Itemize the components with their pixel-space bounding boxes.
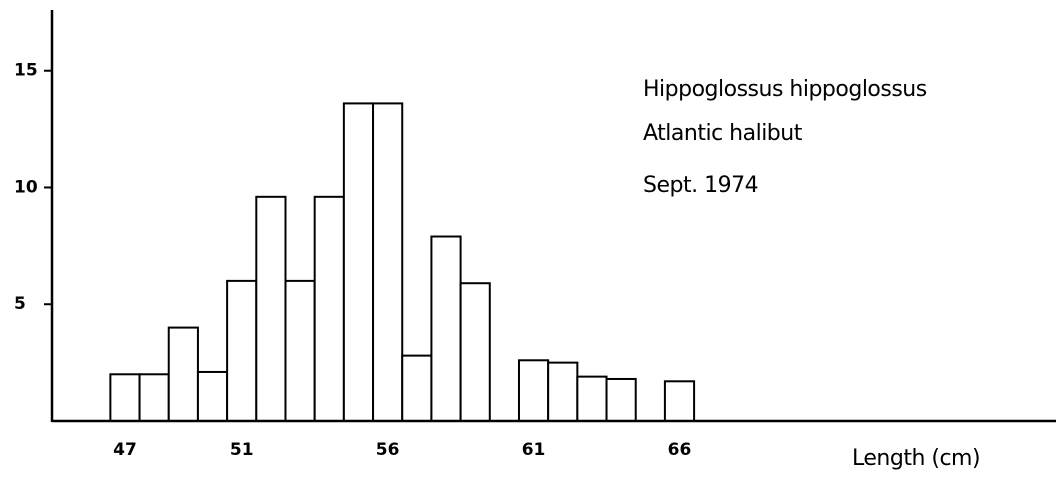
bar (226, 279, 258, 422)
annotation: Hippoglossus hippoglossus (643, 77, 927, 102)
bar (576, 375, 608, 422)
bar (167, 326, 199, 422)
bar (342, 102, 375, 422)
x-tick-label: 56 (376, 440, 400, 460)
bar (255, 195, 287, 422)
bar (196, 370, 229, 423)
x-tick-label: 66 (668, 440, 692, 460)
bar (459, 282, 491, 422)
bar (372, 102, 404, 422)
y-tick-label: 5 (14, 294, 26, 314)
bar (284, 279, 316, 422)
bar (138, 373, 170, 422)
x-tick-label: 47 (113, 440, 137, 460)
y-tick-label: 10 (14, 177, 38, 197)
bar (605, 377, 637, 423)
x-tick-label: 51 (230, 440, 254, 460)
bar (109, 373, 141, 422)
annotation: Sept. 1974 (643, 173, 758, 198)
x-tick-label: 61 (522, 440, 546, 460)
bar (401, 354, 433, 423)
bar (517, 359, 550, 422)
annotation: Atlantic halibut (643, 121, 803, 146)
bar (663, 380, 696, 423)
bar (313, 195, 345, 422)
bar (430, 235, 462, 422)
y-tick-label: 15 (14, 61, 38, 81)
bar (547, 361, 579, 423)
x-axis-label: Length (cm) (852, 446, 980, 471)
